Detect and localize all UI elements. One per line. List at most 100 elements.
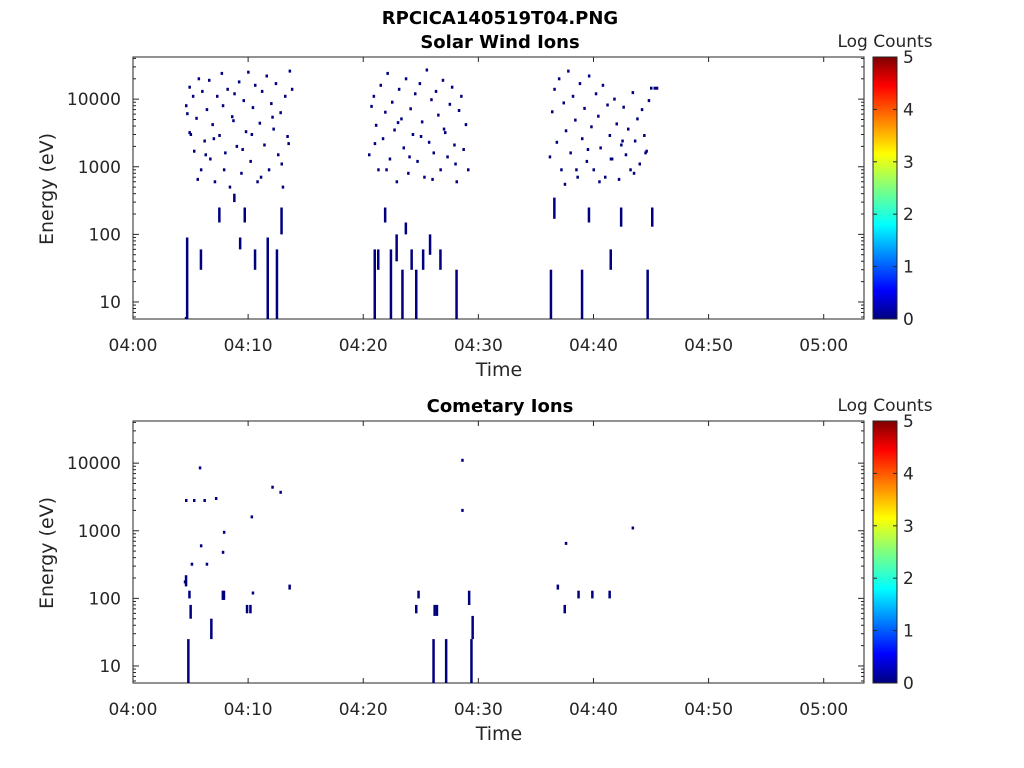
count-point: [590, 125, 593, 129]
count-streak: [243, 207, 246, 223]
x-tick-label: 04:30: [454, 336, 503, 356]
count-streak: [189, 604, 192, 619]
count-point: [279, 490, 282, 494]
count-point: [627, 127, 630, 131]
count-point: [615, 122, 618, 126]
count-point: [563, 182, 567, 186]
count-point: [450, 85, 454, 89]
count-streak: [651, 207, 654, 227]
x-tick-label: 04:00: [109, 336, 158, 356]
count-streak: [395, 234, 398, 262]
panel-title-solar-wind: Solar Wind Ions: [420, 32, 579, 53]
count-point: [633, 139, 637, 143]
y-tick-label: 10: [99, 657, 121, 677]
count-point: [221, 550, 225, 554]
count-point: [609, 157, 613, 161]
count-point: [430, 98, 433, 102]
count-point: [583, 106, 586, 110]
panel-cometary-ions: Cometary Ions Log Counts 04:00 04:10 04:20…: [36, 396, 933, 745]
count-streak: [609, 249, 612, 270]
count-point: [604, 175, 607, 179]
count-streak: [222, 590, 226, 600]
count-point: [643, 134, 646, 137]
plot-area-cometary: [132, 420, 865, 684]
count-streak: [218, 207, 221, 223]
count-point: [281, 185, 285, 189]
x-tick-label: 04:00: [109, 700, 158, 720]
count-point: [222, 530, 226, 534]
count-point: [425, 68, 429, 72]
count-point: [431, 177, 434, 181]
count-streak: [433, 604, 436, 616]
count-point: [265, 74, 268, 78]
count-point: [581, 137, 584, 141]
count-point: [218, 134, 221, 137]
count-point: [571, 94, 575, 98]
count-point: [585, 159, 589, 163]
count-point: [388, 157, 392, 161]
count-point: [203, 139, 206, 143]
count-point: [290, 87, 294, 91]
count-point: [286, 135, 289, 138]
colorbar-tick-label: 0: [903, 674, 914, 694]
count-streak: [432, 639, 435, 683]
count-point: [631, 91, 635, 95]
count-streak: [188, 590, 191, 599]
colorbar-tick-label: 2: [903, 205, 914, 225]
count-point: [557, 77, 561, 81]
count-point: [254, 83, 257, 87]
count-point: [237, 80, 241, 84]
count-streak: [421, 249, 425, 270]
count-point: [592, 168, 595, 172]
count-streak: [184, 575, 188, 587]
count-point: [437, 113, 440, 117]
count-streak: [417, 590, 420, 599]
count-point: [211, 123, 214, 127]
count-point: [617, 177, 621, 181]
count-point: [601, 83, 605, 87]
count-point: [193, 499, 196, 502]
count-point: [402, 146, 405, 150]
count-point: [608, 134, 612, 137]
count-point: [594, 92, 598, 96]
x-tick-label: 04:20: [339, 700, 388, 720]
count-point: [231, 115, 234, 119]
count-point: [216, 94, 219, 98]
count-point: [209, 157, 212, 161]
count-point: [629, 168, 632, 172]
count-point: [203, 499, 206, 502]
colorbar-tick-label: 5: [903, 48, 914, 68]
data-marks-cometary: [183, 458, 635, 683]
count-point: [462, 148, 465, 151]
count-point: [185, 499, 188, 502]
count-point: [263, 143, 266, 147]
count-point: [599, 146, 602, 150]
count-point: [224, 151, 227, 155]
colorbar-tick-label: 1: [903, 622, 914, 642]
x-tick-label: 05:00: [799, 336, 848, 356]
count-point: [432, 151, 435, 155]
count-point: [190, 562, 194, 566]
colorbar-tick-label: 0: [903, 310, 914, 330]
count-point: [653, 86, 656, 90]
x-axis-solar-wind: 04:00 04:10 04:20 04:30 04:40 04:50 05:00: [109, 57, 848, 356]
count-point: [193, 149, 196, 153]
count-point: [374, 123, 378, 127]
x-tick-label: 04:40: [569, 336, 618, 356]
count-point: [251, 106, 255, 110]
count-point: [232, 119, 235, 123]
y-tick-label: 1000: [78, 522, 121, 542]
count-streak: [415, 604, 418, 614]
count-point: [196, 177, 199, 181]
count-point: [461, 458, 464, 462]
x-tick-label: 04:10: [224, 700, 273, 720]
count-streak: [280, 207, 283, 235]
y-tick-label: 100: [89, 225, 121, 245]
count-streak: [185, 237, 189, 319]
count-streak: [587, 207, 591, 223]
count-point: [197, 77, 201, 81]
y-tick-label: 100: [89, 589, 121, 609]
count-point: [247, 70, 250, 74]
count-point: [586, 148, 590, 151]
